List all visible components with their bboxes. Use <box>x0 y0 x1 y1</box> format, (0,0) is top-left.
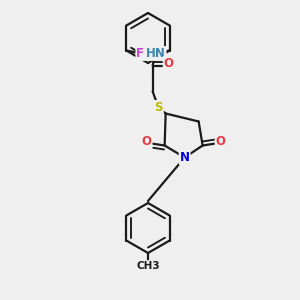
Text: HN: HN <box>146 47 166 60</box>
Text: F: F <box>136 47 144 60</box>
Text: O: O <box>216 135 226 148</box>
Text: CH3: CH3 <box>136 261 160 271</box>
Text: O: O <box>142 135 152 148</box>
Text: N: N <box>180 151 190 164</box>
Text: O: O <box>164 57 174 70</box>
Text: S: S <box>154 101 163 114</box>
